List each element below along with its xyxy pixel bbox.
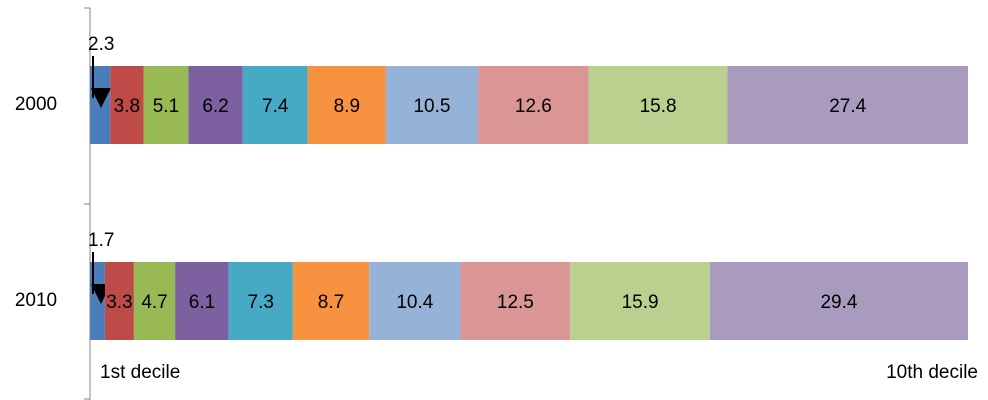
value-label: 7.4 (262, 96, 289, 117)
value-label: 12.5 (497, 292, 534, 313)
value-label: 3.8 (114, 96, 140, 117)
bar-segment (588, 66, 728, 144)
value-label: 1.7 (88, 230, 114, 251)
value-label: 3.3 (106, 292, 132, 313)
value-label: 15.9 (622, 292, 659, 313)
bar-segment (228, 262, 293, 340)
bar-segment (478, 66, 589, 144)
bar-segment (133, 262, 176, 340)
value-label: 10.4 (396, 292, 433, 313)
value-label: 10.5 (413, 96, 450, 117)
category-label: 2000 (15, 94, 57, 115)
bar-segment (369, 262, 461, 340)
value-label: 6.2 (202, 96, 228, 117)
bar-segment (143, 66, 189, 144)
bar-segment (570, 262, 710, 340)
value-label: 7.3 (248, 292, 274, 313)
value-label: 8.7 (318, 292, 344, 313)
value-label: 6.1 (189, 292, 215, 313)
bar-segment (242, 66, 308, 144)
annotation: 10th decile (886, 362, 978, 383)
value-label: 4.7 (141, 292, 167, 313)
bar-segment (385, 66, 479, 144)
value-label: 2.3 (88, 34, 114, 55)
bar-segment (709, 262, 968, 340)
annotation: 1st decile (100, 362, 180, 383)
value-label: 15.8 (640, 96, 677, 117)
bar-segment (175, 262, 229, 340)
value-label: 12.6 (515, 96, 552, 117)
value-label: 5.1 (153, 96, 179, 117)
value-label: 8.9 (334, 96, 360, 117)
value-label: 29.4 (820, 292, 857, 313)
bar-segment (307, 66, 386, 144)
bar-segment (188, 66, 243, 144)
bar-segment (292, 262, 370, 340)
category-label: 2010 (15, 290, 57, 311)
bar-segment (727, 66, 968, 144)
bar-segment (110, 66, 144, 144)
bar-segment (104, 262, 134, 340)
value-label: 27.4 (829, 96, 866, 117)
bar-segment (460, 262, 571, 340)
